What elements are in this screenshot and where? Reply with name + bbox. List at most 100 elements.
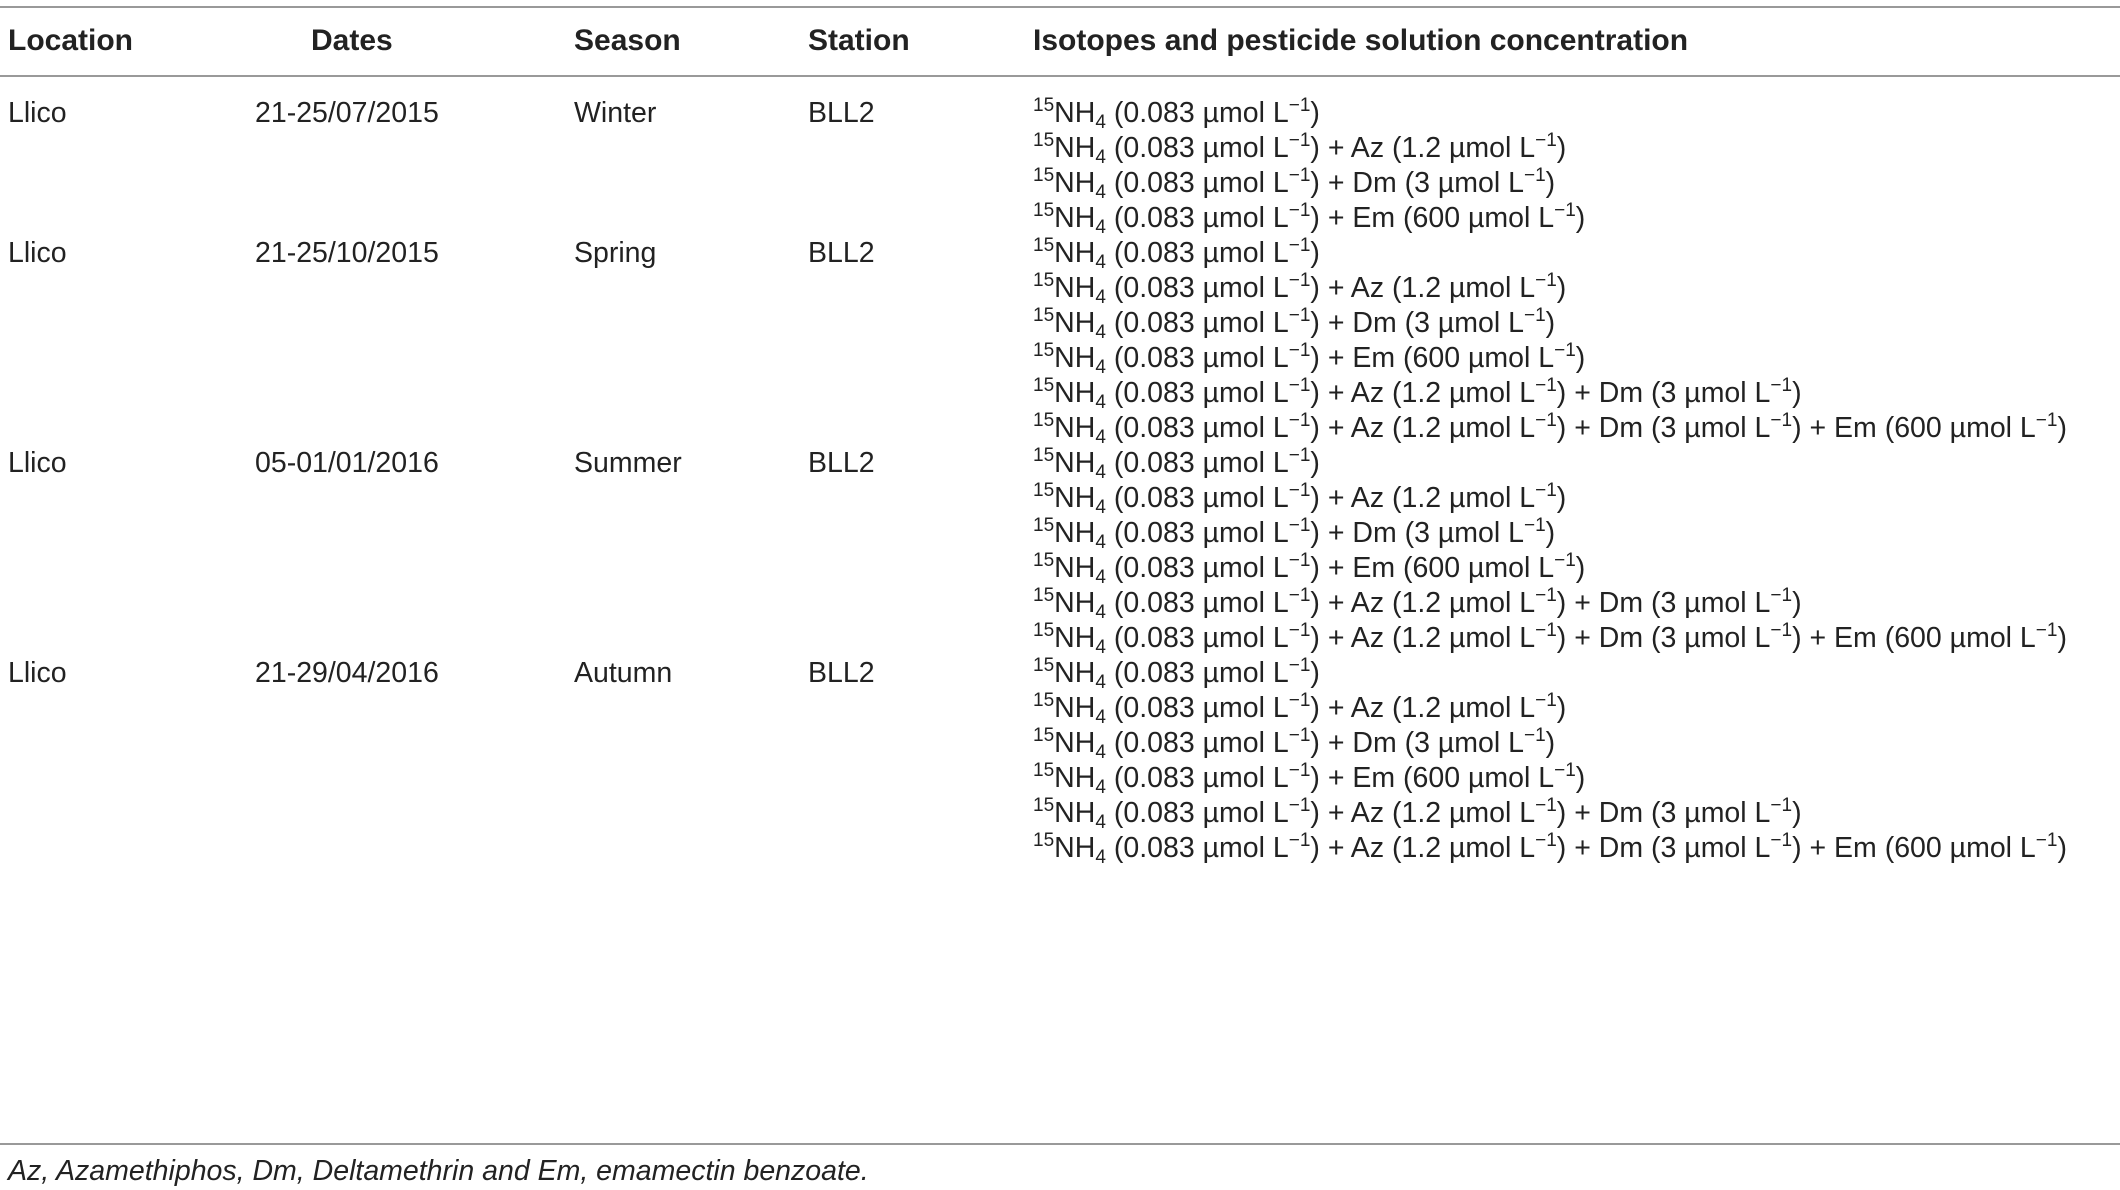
treatment-line: 15NH4 (0.083 µmol L−1) + Em (600 µmol L−1…: [1033, 340, 1586, 378]
treatment-line: 15NH4 (0.083 µmol L−1) + Dm (3 µmol L−1): [1033, 305, 1555, 342]
unit-exponent: −1: [1288, 340, 1311, 361]
treatment-segment: (0.083 µmol L: [1113, 587, 1289, 619]
isotope-mass-number: 15: [1033, 725, 1055, 746]
isotope-subscript: 4: [1095, 567, 1106, 588]
treatment-line: 15NH4 (0.083 µmol L−1): [1033, 235, 1320, 272]
row-station: BLL2: [808, 237, 875, 269]
treatment-segment: ) + Dm (3 µmol L: [1310, 307, 1524, 339]
table-footnote: Az, Azamethiphos, Dm, Deltamethrin and E…: [8, 1155, 869, 1187]
unit-exponent: −1: [1554, 760, 1576, 781]
isotope-mass-number: 15: [1033, 795, 1055, 816]
isotope-element: NH: [1054, 342, 1096, 374]
unit-exponent: −1: [1288, 375, 1311, 396]
treatment-segment: ) + Dm (3 µmol L: [1310, 167, 1524, 199]
treatment-line: 15NH4 (0.083 µmol L−1) + Em (600 µmol L−1…: [1033, 550, 1586, 588]
treatment-line: 15NH4 (0.083 µmol L−1) + Az (1.2 µmol L−1…: [1033, 795, 1802, 832]
treatment-line: 15NH4 (0.083 µmol L−1): [1033, 655, 1320, 693]
row-location: Llico: [8, 97, 67, 129]
treatment-segment: (0.083 µmol L: [1113, 657, 1289, 689]
isotope-element: NH: [1054, 167, 1096, 199]
isotope-mass-number: 15: [1033, 410, 1055, 431]
unit-exponent: −1: [1288, 515, 1311, 536]
treatment-line: 15NH4 (0.083 µmol L−1) + Az (1.2 µmol L−1…: [1033, 130, 1566, 167]
unit-exponent: −1: [1535, 620, 1557, 641]
isotope-mass-number: 15: [1033, 655, 1055, 676]
row-station: BLL2: [808, 97, 875, 129]
treatment-segment: (0.083 µmol L: [1113, 797, 1289, 829]
treatment-segment: ) + Dm (3 µmol L: [1556, 832, 1771, 864]
treatment-line: 15NH4 (0.083 µmol L−1) + Dm (3 µmol L−1): [1033, 165, 1556, 202]
isotope-element: NH: [1054, 797, 1096, 829]
isotope-mass-number: 15: [1033, 620, 1055, 641]
isotope-subscript: 4: [1095, 602, 1106, 623]
isotope-element: NH: [1054, 552, 1096, 584]
treatment-segment: (0.083 µmol L: [1113, 342, 1289, 374]
treatment-segment: (0.083 µmol L: [1113, 552, 1289, 584]
row-dates: 21-29/04/2016: [255, 657, 439, 689]
treatment-segment: ): [1545, 167, 1556, 199]
row-station: BLL2: [808, 447, 875, 479]
treatment-segment: ): [2057, 412, 2067, 444]
unit-exponent: −1: [1535, 410, 1557, 431]
unit-exponent: −1: [1535, 795, 1557, 816]
isotope-element: NH: [1054, 447, 1096, 479]
treatment-segment: ) + Em (600 µmol L: [1310, 202, 1555, 234]
unit-exponent: −1: [1535, 585, 1557, 606]
treatment-line: 15NH4 (0.083 µmol L−1) + Az (1.2 µmol L−1…: [1033, 585, 1802, 623]
treatment-line: 15NH4 (0.083 µmol L−1) + Az (1.2 µmol L−1…: [1033, 690, 1567, 728]
treatment-segment: (0.083 µmol L: [1113, 167, 1289, 199]
treatment-segment: ): [1792, 797, 1802, 829]
isotope-subscript: 4: [1095, 672, 1106, 693]
row-location: Llico: [8, 657, 67, 689]
isotope-subscript: 4: [1095, 427, 1106, 448]
treatment-segment: ) + Em (600 µmol L: [1792, 622, 2036, 654]
header-location: Location: [8, 24, 133, 57]
treatment-segment: (0.083 µmol L: [1113, 622, 1289, 654]
unit-exponent: −1: [1288, 655, 1311, 676]
row-dates: 21-25/10/2015: [255, 237, 439, 269]
treatment-line: 15NH4 (0.083 µmol L−1) + Az (1.2 µmol L−1…: [1033, 410, 2067, 448]
treatment-segment: (0.083 µmol L: [1113, 377, 1289, 409]
isotope-subscript: 4: [1095, 357, 1106, 378]
isotope-element: NH: [1054, 762, 1096, 794]
treatment-segment: ) + Az (1.2 µmol L: [1310, 132, 1536, 164]
treatment-segment: ) + Az (1.2 µmol L: [1310, 622, 1536, 654]
isotope-element: NH: [1054, 272, 1096, 304]
treatment-segment: ) + Em (600 µmol L: [1792, 412, 2036, 444]
isotope-subscript: 4: [1095, 532, 1106, 553]
treatment-segment: ): [1575, 552, 1586, 584]
isotope-mass-number: 15: [1033, 165, 1055, 186]
treatment-segment: ) + Az (1.2 µmol L: [1310, 482, 1536, 514]
header-dates: Dates: [255, 23, 455, 59]
treatment-segment: ): [1556, 692, 1567, 724]
row-dates: 05-01/01/2016: [255, 447, 439, 479]
isotope-element: NH: [1054, 727, 1096, 759]
treatment-line: 15NH4 (0.083 µmol L−1): [1033, 95, 1320, 132]
treatment-segment: ): [1792, 377, 1802, 409]
treatment-segment: ) + Em (600 µmol L: [1792, 832, 2036, 864]
unit-exponent: −1: [1288, 480, 1311, 501]
isotope-mass-number: 15: [1033, 515, 1055, 536]
unit-exponent: −1: [1288, 200, 1311, 221]
row-season: Spring: [574, 237, 657, 269]
isotope-mass-number: 15: [1033, 235, 1055, 256]
isotope-element: NH: [1054, 132, 1096, 164]
treatment-segment: ) + Az (1.2 µmol L: [1310, 797, 1536, 829]
treatment-segment: ): [1575, 342, 1586, 374]
treatment-segment: ) + Az (1.2 µmol L: [1310, 412, 1536, 444]
treatment-segment: ): [1792, 587, 1802, 619]
treatment-segment: (0.083 µmol L: [1113, 132, 1289, 164]
row-station: BLL2: [808, 657, 875, 689]
treatment-segment: (0.083 µmol L: [1113, 762, 1289, 794]
unit-exponent: −1: [1288, 305, 1311, 326]
unit-exponent: −1: [1524, 305, 1546, 326]
unit-exponent: −1: [1770, 375, 1793, 396]
isotope-subscript: 4: [1095, 707, 1106, 728]
treatment-line: 15NH4 (0.083 µmol L−1) + Az (1.2 µmol L−1…: [1033, 830, 2067, 867]
isotope-subscript: 4: [1095, 462, 1106, 483]
treatment-segment: ) + Az (1.2 µmol L: [1310, 832, 1536, 864]
treatment-segment: ): [1556, 482, 1567, 514]
unit-exponent: −1: [1770, 620, 1793, 641]
isotope-mass-number: 15: [1033, 270, 1055, 291]
unit-exponent: −1: [1288, 445, 1311, 466]
